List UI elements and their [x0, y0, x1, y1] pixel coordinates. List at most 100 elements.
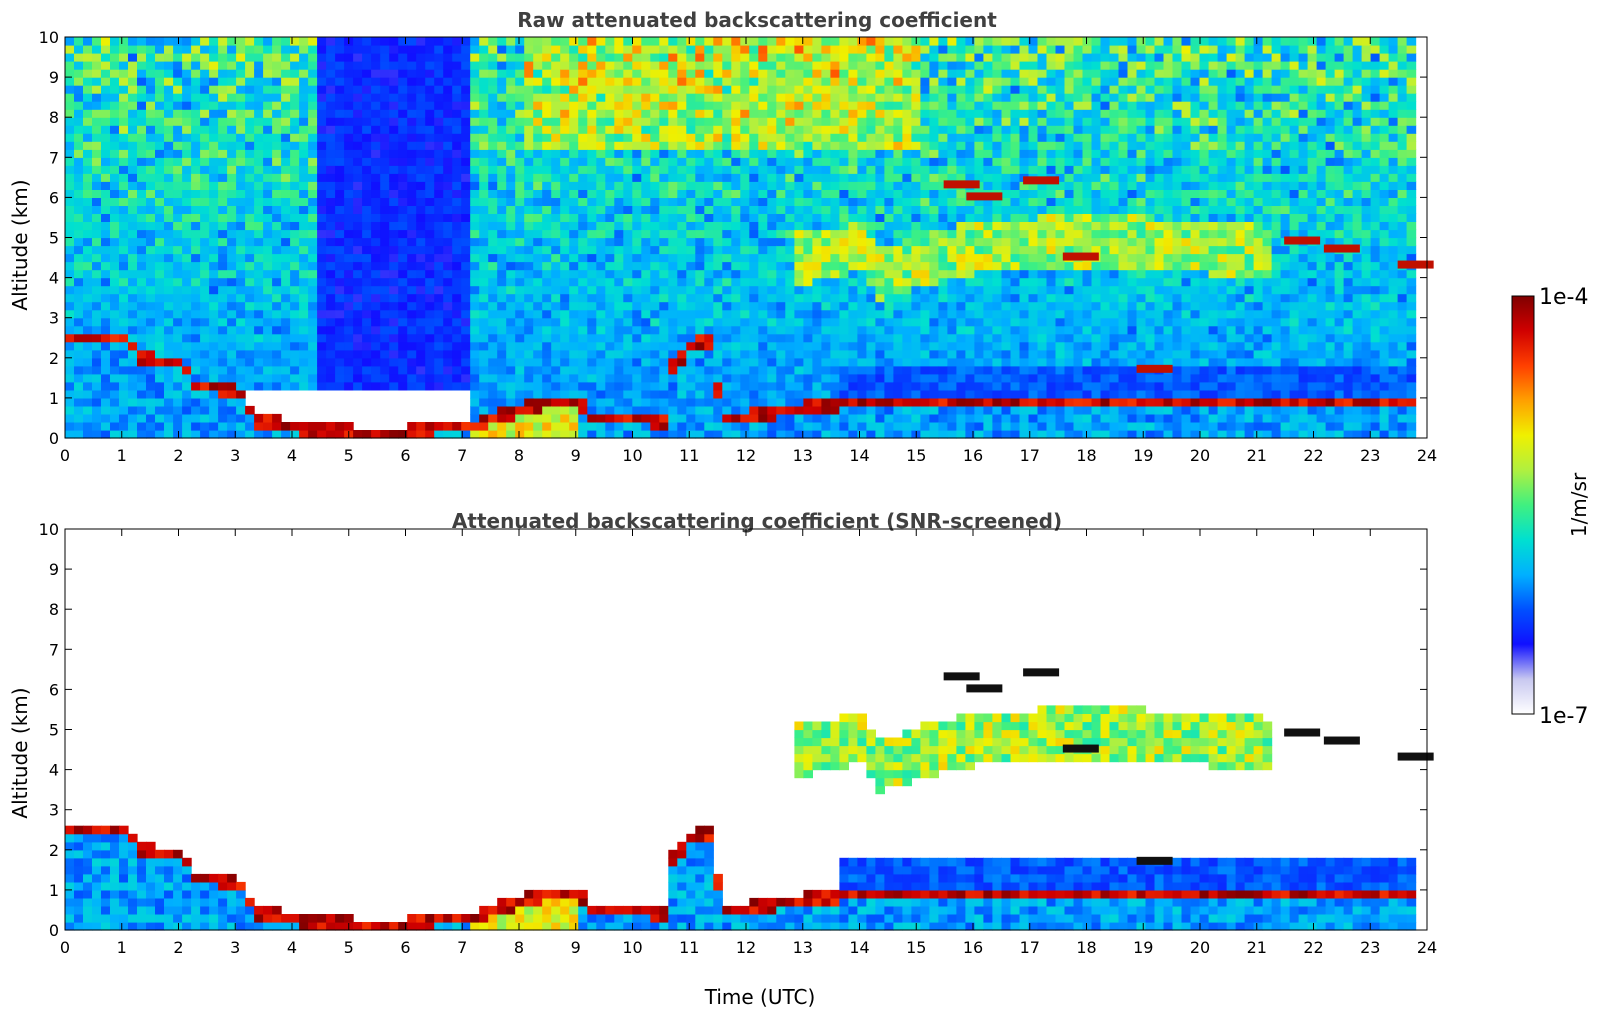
backscatter-cell: [947, 237, 957, 247]
backscatter-cell: [875, 205, 885, 214]
backscatter-cell: [884, 253, 894, 263]
backscatter-cell: [614, 173, 624, 182]
backscatter-cell: [605, 325, 615, 335]
backscatter-cell: [956, 157, 966, 166]
backscatter-cell: [299, 341, 309, 351]
backscatter-cell: [938, 117, 948, 126]
backscatter-cell: [83, 253, 93, 263]
backscatter-cell: [272, 101, 282, 110]
backscatter-cell: [596, 373, 606, 383]
backscatter-cell: [407, 77, 417, 86]
backscatter-cell: [623, 349, 633, 359]
backscatter-cell: [137, 277, 147, 287]
backscatter-cell: [191, 430, 201, 439]
backscatter-cell: [632, 101, 642, 110]
backscatter-cell: [785, 53, 795, 62]
backscatter-cell: [173, 333, 183, 343]
backscatter-cell: [101, 413, 111, 423]
backscatter-cell: [137, 141, 147, 150]
backscatter-cell: [902, 197, 912, 206]
backscatter-cell: [830, 389, 840, 399]
backscatter-cell: [380, 157, 390, 166]
backscatter-cell: [839, 37, 849, 46]
backscatter-cell: [416, 149, 426, 158]
backscatter-cell: [191, 422, 201, 431]
backscatter-cell: [821, 165, 831, 174]
backscatter-cell: [137, 349, 147, 359]
backscatter-cell: [461, 430, 471, 439]
backscatter-cell: [236, 149, 246, 158]
backscatter-cell: [389, 85, 399, 94]
backscatter-cell: [758, 117, 768, 126]
backscatter-cell: [146, 141, 156, 150]
backscatter-cell: [956, 213, 966, 222]
backscatter-cell: [146, 45, 156, 54]
backscatter-cell: [560, 61, 570, 70]
backscatter-cell: [938, 93, 948, 102]
backscatter-cell: [173, 357, 183, 367]
backscatter-cell: [623, 341, 633, 351]
backscatter-cell: [380, 181, 390, 190]
backscatter-cell: [101, 381, 111, 391]
backscatter-cell: [569, 85, 579, 94]
backscatter-cell: [425, 373, 435, 383]
backscatter-cell: [614, 365, 624, 375]
backscatter-cell: [668, 85, 678, 94]
backscatter-cell: [722, 381, 732, 391]
backscatter-cell: [632, 405, 642, 415]
backscatter-cell: [947, 349, 957, 359]
backscatter-cell: [866, 389, 876, 399]
backscatter-cell: [65, 85, 75, 94]
backscatter-cell: [380, 133, 390, 142]
backscatter-cell: [668, 109, 678, 118]
backscatter-cell: [803, 245, 813, 255]
backscatter-cell: [776, 141, 786, 150]
backscatter-cell: [272, 61, 282, 70]
backscatter-cell: [938, 285, 948, 295]
backscatter-cell: [713, 93, 723, 102]
backscatter-cell: [623, 261, 633, 271]
backscatter-cell: [452, 85, 462, 94]
backscatter-cell: [110, 117, 120, 126]
backscatter-cell: [866, 277, 876, 287]
backscatter-cell: [758, 61, 768, 70]
backscatter-cell: [110, 309, 120, 319]
backscatter-cell: [263, 165, 273, 174]
backscatter-cell: [137, 381, 147, 391]
backscatter-cell: [560, 309, 570, 319]
backscatter-cell: [128, 301, 138, 311]
backscatter-cell: [362, 37, 372, 46]
backscatter-cell: [452, 53, 462, 62]
backscatter-cell: [479, 285, 489, 295]
backscatter-cell: [272, 77, 282, 86]
backscatter-cell: [938, 373, 948, 383]
backscatter-cell: [119, 205, 129, 214]
backscatter-cell: [578, 221, 588, 231]
backscatter-cell: [308, 53, 318, 62]
backscatter-cell: [497, 165, 507, 174]
backscatter-cell: [479, 381, 489, 391]
backscatter-cell: [650, 269, 660, 279]
backscatter-cell: [155, 77, 165, 86]
backscatter-cell: [92, 309, 102, 319]
backscatter-cell: [371, 430, 381, 439]
backscatter-cell: [587, 309, 597, 319]
backscatter-cell: [713, 173, 723, 182]
backscatter-cell: [515, 397, 525, 407]
backscatter-cell: [722, 181, 732, 190]
backscatter-cell: [920, 413, 930, 423]
backscatter-cell: [758, 45, 768, 54]
backscatter-cell: [542, 117, 552, 126]
backscatter-cell: [407, 309, 417, 319]
backscatter-cell: [614, 430, 624, 439]
backscatter-cell: [497, 237, 507, 247]
backscatter-cell: [209, 229, 219, 239]
backscatter-cell: [497, 197, 507, 206]
backscatter-cell: [272, 181, 282, 190]
backscatter-cell: [389, 293, 399, 303]
backscatter-cell: [812, 253, 822, 263]
backscatter-cell: [335, 93, 345, 102]
backscatter-cell: [326, 245, 336, 255]
backscatter-cell: [344, 189, 354, 198]
backscatter-cell: [623, 109, 633, 118]
